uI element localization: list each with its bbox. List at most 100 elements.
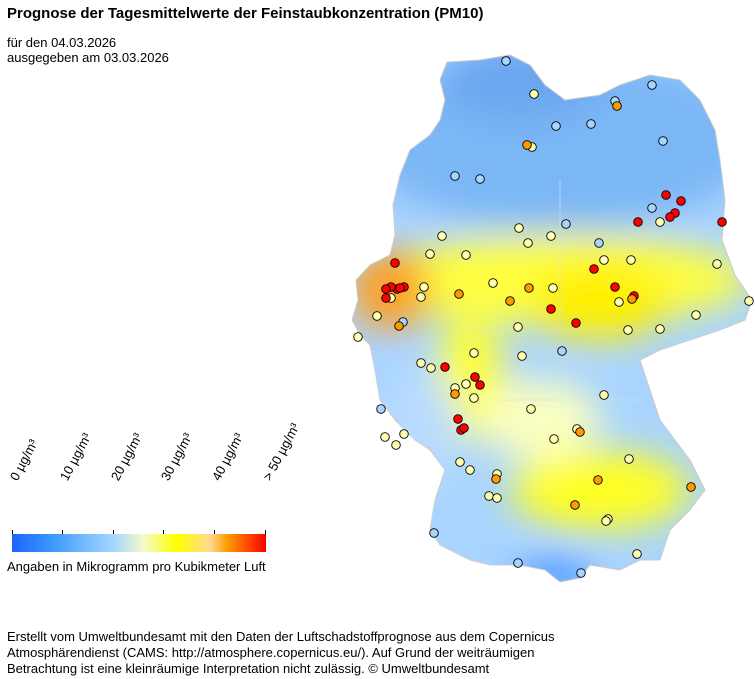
station-marker [676,196,686,206]
station-marker [546,231,556,241]
station-marker [624,454,634,464]
station-marker [626,255,636,265]
station-marker [632,549,642,559]
station-marker [391,440,401,450]
station-marker [450,389,460,399]
station-marker [372,311,382,321]
station-marker [501,56,511,66]
station-marker [627,294,637,304]
station-marker [576,568,586,578]
station-marker [614,297,624,307]
forecast-date: für den 04.03.2026 [7,35,117,50]
station-marker [691,310,701,320]
station-marker [546,304,556,314]
station-marker [610,282,620,292]
station-marker [488,278,498,288]
station-marker [658,136,668,146]
station-marker [522,140,532,150]
station-marker [586,119,596,129]
map-title: Prognose der Tagesmittelwerte der Feinst… [7,5,484,22]
station-marker [523,238,533,248]
station-marker [570,500,580,510]
station-marker [524,283,534,293]
station-marker [717,217,727,227]
station-markers [353,56,754,578]
station-marker [599,255,609,265]
station-marker [461,379,471,389]
station-marker [475,380,485,390]
station-marker [557,346,567,356]
issue-date: ausgegeben am 03.03.2026 [7,50,169,65]
station-marker [470,372,480,382]
station-marker [529,89,539,99]
station-marker [492,493,502,503]
station-marker [661,190,671,200]
station-marker [395,283,405,293]
station-marker [376,404,386,414]
station-marker [505,296,515,306]
station-marker [454,289,464,299]
station-marker [429,528,439,538]
legend-unit-note: Angaben in Mikrogramm pro Kubikmeter Luf… [7,559,266,574]
station-marker [426,363,436,373]
station-marker [455,457,465,467]
station-marker [353,332,363,342]
station-marker [517,351,527,361]
station-marker [593,475,603,485]
station-marker [399,429,409,439]
station-marker [390,258,400,268]
station-marker [549,434,559,444]
station-marker [647,203,657,213]
station-marker [465,465,475,475]
station-marker [513,322,523,332]
footer-credit: Erstellt vom Umweltbundesamt mit den Dat… [7,629,647,677]
station-marker [575,427,585,437]
station-marker [419,282,429,292]
legend-color-bar [12,534,266,552]
station-marker [453,414,463,424]
station-marker [469,393,479,403]
station-marker [513,558,523,568]
station-marker [491,474,501,484]
station-marker [380,432,390,442]
station-marker [571,318,581,328]
station-marker [459,423,469,433]
station-marker [548,283,558,293]
station-marker [647,80,657,90]
station-marker [437,231,447,241]
station-marker [599,390,609,400]
footer-line: Erstellt vom Umweltbundesamt mit den Dat… [7,629,555,644]
station-marker [594,238,604,248]
station-marker [655,324,665,334]
footer-line: Betrachtung ist eine kleinräumige Interp… [7,661,490,676]
station-marker [425,249,435,259]
station-marker [665,212,675,222]
station-marker [475,174,485,184]
station-marker [612,101,622,111]
station-marker [514,223,524,233]
station-marker [655,217,665,227]
station-marker [416,358,426,368]
station-marker [394,321,404,331]
station-marker [469,348,479,358]
station-marker [440,362,450,372]
station-marker [484,491,494,501]
station-marker [686,482,696,492]
station-marker [623,325,633,335]
station-marker [633,217,643,227]
station-marker [551,121,561,131]
footer-line: Atmosphärendienst (CAMS: http://atmosphe… [7,645,535,660]
station-marker [744,296,754,306]
station-marker [381,284,391,294]
station-marker [381,293,391,303]
station-marker [461,250,471,260]
station-marker [561,219,571,229]
station-marker [416,292,426,302]
station-marker [526,404,536,414]
station-marker [601,516,611,526]
station-marker [450,171,460,181]
station-marker [712,259,722,269]
station-marker [589,264,599,274]
